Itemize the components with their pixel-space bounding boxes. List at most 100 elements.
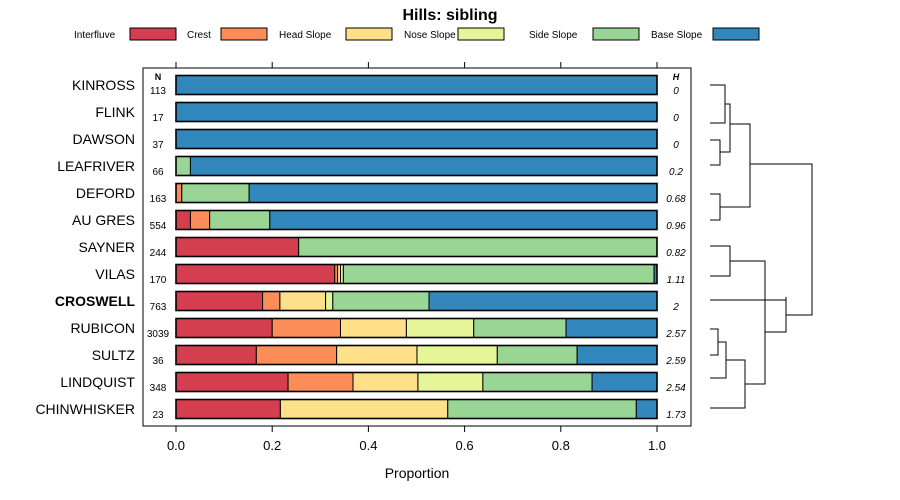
row-h-value: 0.96 (666, 221, 686, 232)
row-h-value: 0.2 (669, 167, 683, 178)
bar-segment (175, 345, 257, 365)
plot-frame (142, 67, 692, 427)
dendrogram-branch (710, 261, 731, 277)
dendrogram-branch (730, 123, 751, 164)
row-label: SULTZ (92, 347, 136, 363)
row-n-value: 3039 (147, 329, 170, 340)
bar-outline (175, 182, 658, 204)
dendrogram-branch (710, 299, 787, 332)
bar-row (175, 209, 658, 231)
bar-segment (175, 156, 191, 176)
bar-segment (175, 291, 264, 311)
bar-segment (175, 183, 183, 203)
dendrogram-branch (710, 139, 721, 152)
bar-segment (269, 210, 658, 230)
legend-label: Side Slope (529, 30, 578, 41)
x-tick-label: 0.2 (263, 438, 281, 453)
bar-segment (447, 399, 637, 419)
bar-segment (565, 318, 658, 338)
bar-segment (175, 264, 336, 284)
legend-label: Crest (187, 30, 211, 41)
dendrogram-branch (710, 384, 746, 409)
bar-row (175, 290, 658, 312)
row-n-value: 37 (152, 140, 164, 151)
bar-segment (576, 345, 658, 365)
bar-segment (175, 399, 281, 419)
bar-row (175, 182, 658, 204)
x-tick-label: 0.4 (359, 438, 377, 453)
bar-outline (175, 317, 658, 339)
bar-segment (416, 345, 498, 365)
legend-label: Head Slope (279, 30, 332, 41)
bar-row (175, 74, 658, 96)
bar-segment (287, 372, 354, 392)
bar-segment (473, 318, 567, 338)
bar-segment (262, 291, 281, 311)
bar-row (175, 263, 658, 285)
legend-swatch (712, 27, 760, 41)
bar-row (175, 155, 658, 177)
dendrogram-branch (730, 260, 766, 297)
bar-segment (175, 102, 658, 122)
legend-label: Base Slope (651, 30, 703, 41)
bar-segment (405, 318, 475, 338)
row-h-value: 0 (673, 86, 679, 97)
row-label: CROSWELL (55, 293, 136, 309)
h-column-header: H (673, 72, 680, 82)
row-n-value: 17 (152, 113, 164, 124)
row-label: AU GRES (72, 212, 135, 228)
row-n-value: 244 (150, 248, 167, 259)
row-label: KINROSS (72, 77, 135, 93)
dendrogram-branch (786, 230, 813, 316)
dendrogram-branch (710, 342, 719, 356)
bar-segment (279, 291, 327, 311)
bar-segment (189, 156, 658, 176)
legend: Interfluve Crest Head Slope Nose Slope Side … (74, 27, 760, 41)
bar-outline (175, 128, 658, 150)
bar-segment (175, 372, 289, 392)
row-label: DEFORD (76, 185, 135, 201)
dendrogram-branch (710, 360, 727, 379)
bar-segment (482, 372, 593, 392)
legend-swatch (457, 27, 505, 41)
dendrogram-branch (710, 328, 719, 342)
legend-label: Interfluve (74, 30, 116, 41)
dendrogram-branch (710, 152, 721, 166)
bar-segment (336, 345, 418, 365)
bar-segment (591, 372, 658, 392)
row-h-value: 1.73 (666, 410, 686, 421)
bar-segment (175, 318, 273, 338)
n-column-header: N (155, 72, 162, 82)
chart-title: Hills: sibling (402, 7, 497, 24)
legend-swatch (129, 27, 177, 41)
bars (175, 74, 658, 420)
row-n-value: 36 (152, 356, 164, 367)
dendrogram-branch (745, 297, 766, 385)
bar-row (175, 101, 658, 123)
bar-segment (271, 318, 342, 338)
row-h-value: 2.54 (665, 383, 686, 394)
bar-segment (181, 183, 250, 203)
row-n-value: 23 (152, 410, 164, 421)
row-label: RUBICON (70, 320, 135, 336)
x-tick-label: 0.6 (456, 438, 474, 453)
row-h-value: 0.82 (666, 248, 686, 259)
x-axis-label: Proportion (385, 465, 450, 481)
bar-segment (279, 399, 449, 419)
row-label: LEAFRIVER (57, 158, 135, 174)
bar-segment (175, 237, 300, 257)
dendrogram-branch (726, 359, 746, 384)
bar-segment (325, 291, 334, 311)
row-h-value: 0.68 (666, 194, 686, 205)
dendrogram-branch (710, 207, 721, 221)
bar-outline (175, 344, 658, 366)
dendrogram-branch (710, 245, 731, 261)
bar-outline (175, 371, 658, 393)
x-tick-label: 0.8 (552, 438, 570, 453)
bar-segment (417, 372, 484, 392)
x-tick-label: 1.0 (648, 438, 666, 453)
bar-segment (189, 210, 211, 230)
bar-segment (496, 345, 578, 365)
bar-segment (175, 129, 658, 149)
